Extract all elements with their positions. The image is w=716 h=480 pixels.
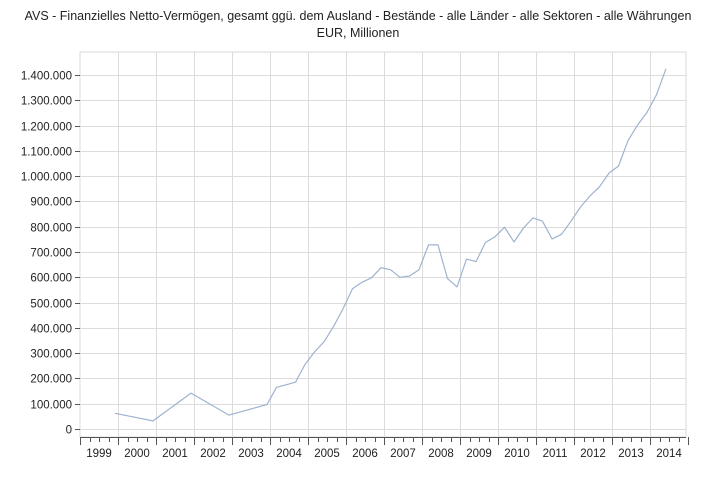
data-point (313, 350, 316, 353)
data-point (275, 386, 278, 389)
data-point (570, 220, 573, 223)
data-point (399, 276, 402, 279)
x-tick-label: 2013 (618, 448, 644, 460)
data-point (579, 206, 582, 209)
data-point (484, 241, 487, 244)
data-point (608, 172, 611, 175)
data-point (560, 233, 563, 236)
x-tick-label: 2011 (543, 448, 568, 460)
data-point (332, 325, 335, 328)
grid (79, 51, 687, 438)
y-tick-label: 1.200.000 (21, 122, 72, 134)
plot-frame (79, 51, 687, 438)
data-point (494, 235, 497, 238)
data-point (114, 412, 117, 415)
data-point (598, 185, 601, 188)
series-line (114, 68, 667, 422)
data-point (228, 414, 231, 417)
data-point (342, 307, 345, 310)
data-point (152, 419, 155, 422)
data-point (266, 403, 269, 406)
x-tick-label: 2007 (390, 448, 416, 460)
x-tick-label: 2014 (656, 448, 682, 460)
y-tick-label: 700.000 (30, 248, 72, 260)
y-tick-label: 600.000 (30, 273, 72, 285)
data-point (636, 124, 639, 127)
data-point (304, 363, 307, 366)
data-point (522, 227, 525, 230)
y-tick-label: 1.300.000 (21, 96, 72, 108)
data-point (503, 226, 506, 229)
x-tick-label: 1999 (86, 448, 112, 460)
data-point (190, 392, 193, 395)
data-point (408, 275, 411, 278)
data-point (351, 287, 354, 290)
y-tick-label: 400.000 (30, 324, 72, 336)
x-tick-label: 2003 (238, 448, 264, 460)
y-tick-label: 900.000 (30, 197, 72, 209)
y-tick-label: 100.000 (30, 400, 72, 412)
y-tick-label: 1.000.000 (21, 172, 72, 184)
data-point (361, 281, 364, 284)
data-point (541, 220, 544, 223)
y-tick-label: 0 (66, 425, 72, 437)
data-point (655, 93, 658, 96)
data-point (617, 165, 620, 168)
x-tick-label: 2010 (504, 448, 530, 460)
y-tick-label: 1.400.000 (21, 71, 72, 83)
data-point (427, 243, 430, 246)
data-point (323, 340, 326, 343)
y-tick-label: 200.000 (30, 374, 72, 386)
series (114, 67, 668, 422)
data-point (475, 260, 478, 263)
x-tick-label: 2002 (200, 448, 226, 460)
data-point (294, 381, 297, 384)
data-point (532, 216, 535, 219)
data-point (627, 139, 630, 142)
x-tick-label: 2006 (352, 448, 378, 460)
y-tick-labels: 0 100.000 200.000 300.000 400.000 500.000 600.… (21, 71, 72, 437)
data-point (285, 383, 288, 386)
x-tick-label: 2009 (466, 448, 492, 460)
chart-subtitle: EUR, Millionen (316, 26, 400, 40)
y-tick-label: 500.000 (30, 299, 72, 311)
data-point (465, 258, 468, 261)
x-tick-label: 2000 (124, 448, 150, 460)
data-point (389, 268, 392, 271)
data-point (418, 268, 421, 271)
axes (75, 75, 689, 445)
y-tick-label: 1.100.000 (21, 147, 72, 159)
x-tick-label: 2008 (428, 448, 454, 460)
data-point (665, 67, 668, 70)
chart-title: AVS - Finanzielles Netto-Vermögen, gesam… (24, 9, 692, 23)
y-tick-label: 300.000 (30, 349, 72, 361)
data-point (551, 237, 554, 240)
data-point (437, 243, 440, 246)
data-point (446, 277, 449, 280)
y-tick-label: 800.000 (30, 223, 72, 235)
data-point (456, 285, 459, 288)
x-tick-label: 2012 (580, 448, 606, 460)
x-tick-label: 2005 (314, 448, 340, 460)
data-point (370, 276, 373, 279)
data-point (589, 194, 592, 197)
data-point (513, 240, 516, 243)
x-tick-label: 2004 (276, 448, 302, 460)
x-tick-label: 2001 (162, 448, 188, 460)
data-point (646, 111, 649, 114)
data-point (380, 266, 383, 269)
x-tick-labels: 1999 2000 2001 2002 2003 2004 2005 2006 2007 2008… (86, 448, 682, 460)
